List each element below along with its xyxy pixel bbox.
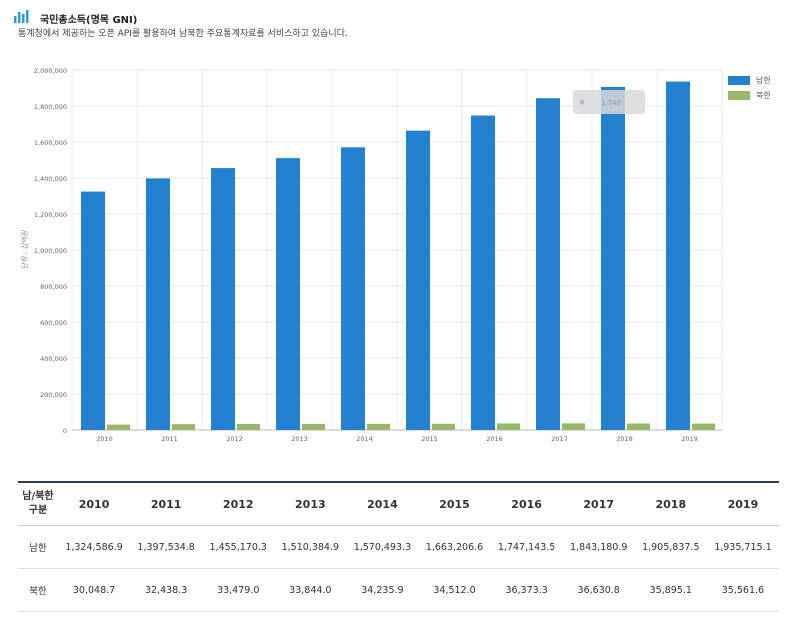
bar-north[interactable]: [562, 423, 585, 430]
y-tick-label: 1,800,000: [34, 103, 67, 111]
y-tick-label: 0: [63, 427, 67, 435]
x-tick-label: 2013: [291, 435, 308, 443]
bar-south[interactable]: [81, 191, 105, 430]
year-header: 2013: [274, 481, 347, 526]
year-header: 2015: [418, 481, 491, 526]
bar-south[interactable]: [471, 115, 495, 431]
bar-north[interactable]: [107, 424, 130, 430]
bar-north[interactable]: [237, 423, 260, 430]
bar-north[interactable]: [302, 423, 325, 430]
table-cell: 35,895.1: [634, 568, 707, 612]
legend-swatch-south: [728, 76, 750, 85]
y-tick-label: 800,000: [40, 283, 67, 291]
table-cell: 36,373.3: [490, 568, 563, 612]
year-header: 2012: [202, 481, 275, 526]
table-header-row: 남/북한 구분 2010 2011 2012 2013 2014 2015 20…: [18, 481, 779, 526]
y-tick-label: 400,000: [40, 355, 67, 363]
table-cell: 33,479.0: [202, 568, 275, 612]
table-corner-header: 남/북한 구분: [18, 481, 58, 526]
tooltip-text: 1,740: [601, 99, 621, 107]
table-cell: 36,630.8: [562, 568, 635, 612]
y-tick-label: 1,000,000: [34, 247, 67, 255]
table-cell: 33,844.0: [274, 568, 347, 612]
y-tick-label: 1,200,000: [34, 211, 67, 219]
y-axis-title: 단위 : 십억원: [21, 230, 29, 270]
table-cell: 1,843,180.9: [562, 525, 635, 569]
bar-north[interactable]: [172, 424, 195, 430]
legend-item-south[interactable]: 남한: [728, 73, 771, 88]
x-tick-label: 2018: [616, 435, 633, 443]
bar-south[interactable]: [146, 178, 170, 430]
bar-south[interactable]: [341, 147, 365, 430]
table-cell: 30,048.7: [58, 568, 131, 612]
legend-label-south: 남한: [756, 76, 771, 85]
year-header: 2019: [706, 481, 779, 526]
table-row: 북한 30,048.7 32,438.3 33,479.0 33,844.0 3…: [18, 568, 779, 612]
chart-legend: 남한 북한: [728, 73, 771, 103]
chart-tooltip: [573, 90, 645, 114]
bar-south[interactable]: [536, 98, 560, 430]
row-label: 북한: [18, 568, 58, 612]
corner-label-2: 구분: [28, 505, 48, 516]
x-tick-label: 2012: [226, 435, 243, 443]
page-subtitle: 통계청에서 제공하는 오픈 API를 활용하여 남북한 주요통계자료를 서비스하…: [18, 29, 348, 39]
table-cell: 35,561.6: [706, 568, 779, 612]
bar-north[interactable]: [627, 423, 650, 430]
bar-south[interactable]: [406, 130, 430, 430]
data-table: 남/북한 구분 2010 2011 2012 2013 2014 2015 20…: [18, 481, 779, 612]
y-tick-label: 1,600,000: [34, 139, 67, 147]
table-cell: 1,397,534.8: [130, 525, 203, 569]
table-cell: 1,510,384.9: [274, 525, 347, 569]
y-tick-label: 1,400,000: [34, 175, 67, 183]
x-tick-label: 2015: [421, 435, 438, 443]
bar-north[interactable]: [432, 423, 455, 430]
y-tick-label: 200,000: [40, 391, 67, 399]
table-row: 남한 1,324,586.9 1,397,534.8 1,455,170.3 1…: [18, 525, 779, 569]
table-cell: 32,438.3: [130, 568, 203, 612]
bar-south[interactable]: [276, 158, 300, 430]
legend-swatch-north: [728, 91, 750, 100]
table-cell: 1,905,837.5: [634, 525, 707, 569]
x-tick-label: 2017: [551, 435, 568, 443]
x-tick-label: 2019: [681, 435, 698, 443]
year-header: 2010: [58, 481, 131, 526]
table-cell: 1,570,493.3: [346, 525, 419, 569]
legend-label-north: 북한: [756, 91, 771, 100]
y-tick-label: 2,000,000: [34, 67, 67, 75]
table-cell: 34,512.0: [418, 568, 491, 612]
table-cell: 34,235.9: [346, 568, 419, 612]
bar-chart-icon: [14, 10, 29, 23]
year-header: 2011: [130, 481, 203, 526]
corner-label-1: 남/북한: [22, 491, 54, 502]
bar-north[interactable]: [497, 423, 520, 430]
year-header: 2014: [346, 481, 419, 526]
table-cell: 1,324,586.9: [58, 525, 131, 569]
bar-south[interactable]: [211, 168, 235, 430]
bar-north[interactable]: [367, 423, 390, 430]
x-tick-label: 2010: [96, 435, 113, 443]
bar-south[interactable]: [601, 86, 625, 430]
gni-bar-chart: 0 200,000 400,000 600,000 800,000 1,000,000 1,…: [21, 67, 723, 443]
tooltip-marker: [579, 99, 585, 105]
legend-item-north[interactable]: 북한: [728, 88, 771, 103]
bar-north[interactable]: [692, 423, 715, 430]
table-cell: 1,455,170.3: [202, 525, 275, 569]
x-tick-label: 2016: [486, 435, 503, 443]
row-label: 남한: [18, 525, 58, 569]
year-header: 2018: [634, 481, 707, 526]
table-cell: 1,935,715.1: [706, 525, 779, 569]
y-tick-label: 600,000: [40, 319, 67, 327]
page-title: 국민총소득(명목 GNI): [40, 15, 138, 26]
year-header: 2016: [490, 481, 563, 526]
x-tick-label: 2014: [356, 435, 373, 443]
table-cell: 1,747,143.5: [490, 525, 563, 569]
table-cell: 1,663,206.6: [418, 525, 491, 569]
bar-south[interactable]: [666, 81, 690, 430]
year-header: 2017: [562, 481, 635, 526]
x-tick-label: 2011: [161, 435, 178, 443]
